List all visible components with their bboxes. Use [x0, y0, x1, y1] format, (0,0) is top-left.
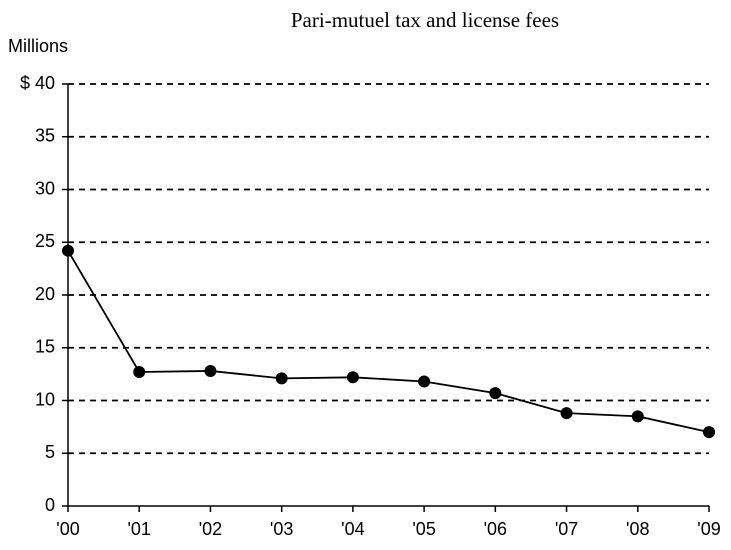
x-tick-label: '00: [56, 519, 79, 539]
data-point: [418, 375, 431, 388]
y-tick-label: 30: [35, 178, 55, 198]
y-tick-label: 0: [45, 495, 55, 515]
data-point: [560, 407, 573, 420]
x-tick-label: '06: [484, 519, 507, 539]
y-tick-label: 35: [35, 126, 55, 146]
data-point: [62, 244, 74, 257]
x-tick-label: '01: [127, 519, 150, 539]
y-tick-label: 10: [35, 389, 55, 409]
x-tick-label: '09: [697, 519, 720, 539]
data-point: [275, 372, 288, 385]
data-point: [631, 410, 644, 423]
x-tick-label: '02: [199, 519, 222, 539]
y-tick-label: $ 40: [20, 73, 55, 93]
y-tick-label: 15: [35, 337, 55, 357]
x-tick-label: '03: [270, 519, 293, 539]
data-point: [133, 366, 146, 379]
x-tick-label: '08: [626, 519, 649, 539]
x-tick-label: '05: [412, 519, 435, 539]
y-axis-label: Millions: [8, 36, 68, 56]
data-point: [204, 364, 217, 377]
data-line: [67, 250, 710, 434]
data-point: [489, 387, 502, 400]
data-point: [346, 371, 359, 384]
chart-title: Pari-mutuel tax and license fees: [291, 8, 559, 32]
y-tick-label: 5: [45, 442, 55, 462]
data-point: [703, 426, 715, 439]
x-tick-label: '07: [555, 519, 578, 539]
x-tick-label: '04: [341, 519, 364, 539]
y-tick-label: 25: [35, 231, 55, 251]
y-tick-label: 20: [35, 284, 55, 304]
